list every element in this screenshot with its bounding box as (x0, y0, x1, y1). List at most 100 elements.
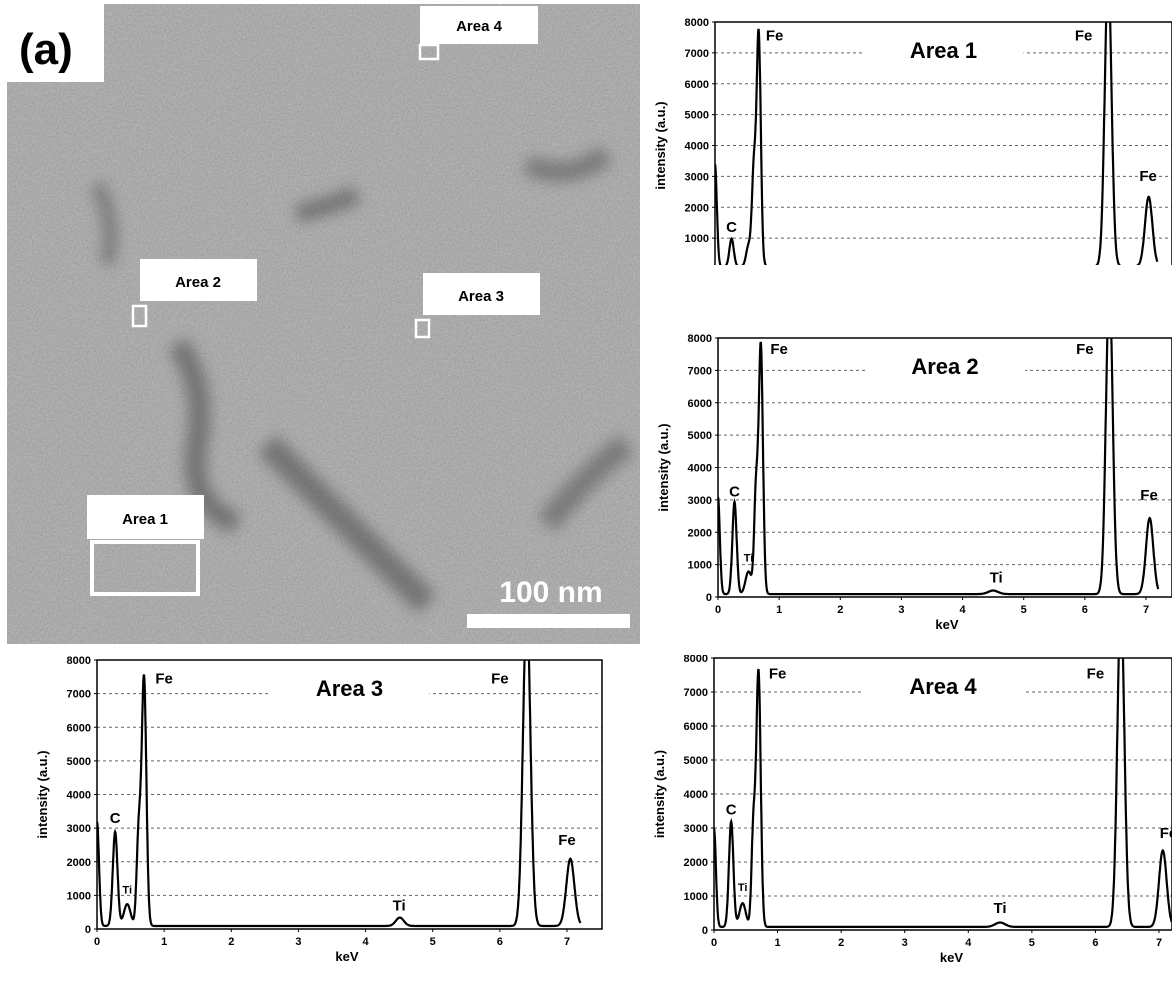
chart-1-peak-annotation: Fe (766, 28, 784, 45)
chart-3-title: Area 3 (316, 676, 383, 701)
chart-3-spectrum-line (97, 660, 582, 928)
area-4-label: Area 4 (456, 18, 503, 35)
chart-2-title-backing (865, 352, 1025, 382)
chart-4-title: Area 4 (909, 674, 977, 699)
panel-label: (a) (19, 25, 73, 74)
area-3-label-box (423, 273, 540, 315)
chart-3-x-tick-label: 7 (564, 936, 570, 948)
chart-2-x-tick-label: 0 (715, 604, 721, 616)
chart-4-peak-point (742, 906, 743, 907)
spectrum-area-1: 0100020003000400050006000700080000123456… (653, 17, 1172, 265)
chart-4-y-tick-label: 0 (702, 925, 708, 937)
chart-4-y-tick-label: 6000 (684, 721, 708, 733)
chart-1-y-tick-label: 6000 (685, 79, 709, 91)
chart-2-peak-annotation: Ti (744, 552, 754, 564)
chart-1-y-tick-label: 0 (703, 264, 709, 265)
chart-2-y-tick-label: 5000 (688, 430, 712, 442)
chart-3-y-tick-label: 3000 (67, 823, 91, 835)
chart-2-peak-annotation: Fe (770, 341, 788, 358)
chart-3-x-tick-label: 6 (497, 936, 503, 948)
chart-1-peak-annotation: C (726, 219, 737, 236)
chart-2-y-tick-label: 8000 (688, 333, 712, 345)
chart-4-peak-annotation: Ti (738, 882, 748, 894)
area-1-label-box (87, 495, 204, 539)
chart-2-x-tick-label: 2 (837, 604, 843, 616)
chart-3-x-axis-label: keV (335, 949, 358, 964)
chart-3-y-tick-label: 8000 (67, 655, 91, 667)
chart-4-peak-annotation: Fe (1160, 825, 1172, 842)
area-1-box (90, 540, 200, 596)
chart-3-peak-annotation: C (110, 810, 121, 827)
chart-4-x-tick-label: 3 (902, 937, 908, 949)
chart-2-title: Area 2 (911, 354, 978, 379)
area-2-label: Area 2 (175, 274, 221, 291)
chart-4-y-tick-label: 2000 (684, 857, 708, 869)
chart-4-x-tick-label: 4 (965, 937, 972, 949)
chart-2-x-tick-label: 4 (960, 604, 967, 616)
chart-3-y-tick-label: 0 (85, 924, 91, 936)
chart-1-y-tick-label: 7000 (685, 48, 709, 60)
chart-2-x-tick-label: 3 (898, 604, 904, 616)
chart-4-peak-annotation: Fe (769, 665, 787, 682)
chart-4-x-tick-label: 2 (838, 937, 844, 949)
chart-3-y-tick-label: 4000 (67, 790, 91, 802)
chart-4-y-tick-label: 4000 (684, 789, 708, 801)
chart-3-title-backing (269, 674, 430, 704)
chart-1-y-tick-label: 5000 (685, 110, 709, 122)
chart-3-y-tick-label: 2000 (67, 857, 91, 869)
chart-4-x-tick-label: 5 (1029, 937, 1035, 949)
area-2-box (131, 304, 148, 328)
chart-4-title-backing (863, 672, 1023, 702)
chart-1-y-tick-label: 4000 (685, 141, 709, 153)
spectrum-area-3: 0 1000 2000 3000 4000 5000 6000 7000 8000 0 1 2 3 4 5 6… (35, 655, 603, 964)
chart-3-x-tick-label: 3 (295, 936, 301, 948)
chart-1-peak-annotation: Fe (1139, 168, 1157, 185)
chart-4-y-tick-label: 7000 (684, 687, 708, 699)
chart-2-y-tick-label: 3000 (688, 495, 712, 507)
scale-bar-label: 100 nm (499, 576, 602, 609)
area-4-box (418, 43, 440, 61)
chart-1-peak-annotation: Fe (1075, 28, 1093, 45)
chart-2-y-tick-label: 1000 (688, 560, 712, 572)
chart-4-y-tick-label: 3000 (684, 823, 708, 835)
chart-1-y-tick-label: 1000 (685, 233, 709, 245)
chart-3-peak-point (399, 920, 400, 921)
chart-2-y-tick-label: 4000 (688, 463, 712, 475)
chart-2-x-tick-label: 1 (776, 604, 782, 616)
chart-2-y-tick-label: 2000 (688, 527, 712, 539)
chart-2-peak-point (993, 593, 994, 594)
chart-4-y-tick-label: 8000 (684, 655, 708, 665)
scale-bar (467, 614, 630, 628)
chart-3-x-tick-label: 1 (161, 936, 167, 948)
chart-1-y-axis-label: intensity (a.u.) (653, 101, 668, 189)
chart-2-peak-annotation: Ti (990, 569, 1003, 586)
chart-4-x-tick-label: 7 (1156, 937, 1162, 949)
chart-3-y-axis-label: intensity (a.u.) (35, 750, 50, 838)
chart-1-y-tick-label: 2000 (685, 202, 709, 214)
chart-4-y-axis-label: intensity (a.u.) (652, 750, 667, 838)
area-1-label: Area 1 (122, 511, 168, 528)
chart-2-y-tick-label: 7000 (688, 365, 712, 377)
tem-micrograph: (a) Area 4 Area 2 Area 3 Area 1 100 nm (7, 4, 640, 644)
chart-1-title: Area 1 (910, 38, 977, 63)
chart-2-y-axis-label: intensity (a.u.) (656, 423, 671, 511)
chart-2-peak-point (748, 574, 749, 575)
chart-2-spectrum-line (718, 338, 1160, 596)
chart-3-y-tick-label: 1000 (67, 890, 91, 902)
chart-2-peak-annotation: Fe (1076, 341, 1094, 358)
chart-3-peak-point (127, 907, 128, 908)
chart-2-peak-annotation: Fe (1140, 487, 1158, 504)
chart-2-x-tick-label: 7 (1143, 604, 1149, 616)
chart-3-x-tick-label: 4 (363, 936, 370, 948)
chart-4-peak-point (1000, 925, 1001, 926)
chart-3-x-tick-label: 2 (228, 936, 234, 948)
chart-2-x-tick-label: 5 (1021, 604, 1027, 616)
chart-2-x-tick-label: 6 (1082, 604, 1088, 616)
chart-3-y-tick-label: 5000 (67, 756, 91, 768)
chart-3-peak-annotation: Fe (155, 671, 173, 688)
chart-3-x-tick-label: 0 (94, 936, 100, 948)
chart-2-x-axis-label: keV (935, 617, 958, 632)
area-3-label: Area 3 (458, 288, 504, 305)
chart-3-x-tick-label: 5 (430, 936, 436, 948)
chart-4-x-tick-label: 6 (1092, 937, 1098, 949)
